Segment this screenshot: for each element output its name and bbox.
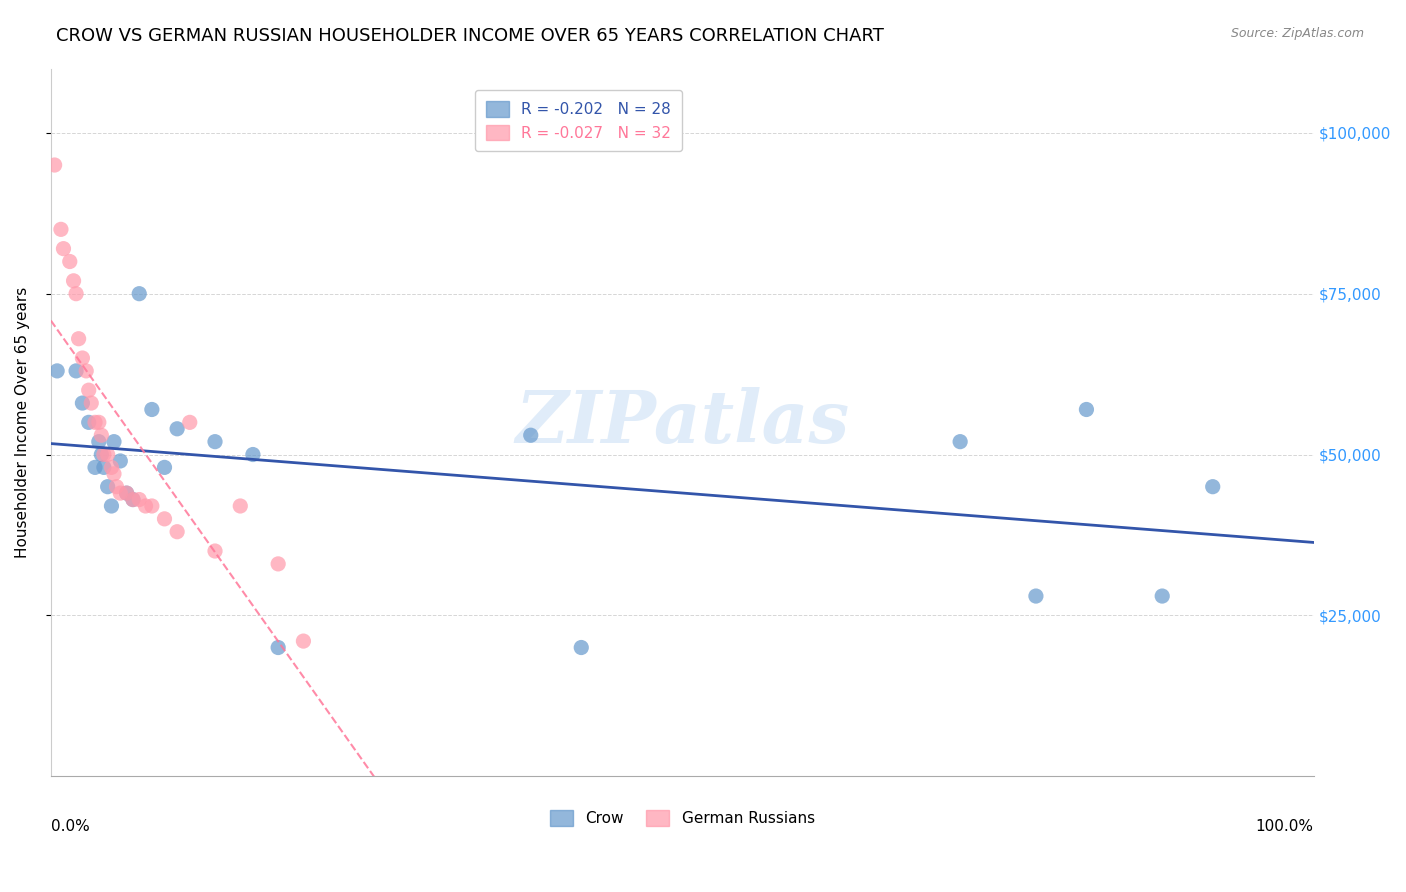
Point <box>52 242 75 256</box>
Point <box>229 499 252 513</box>
Y-axis label: Householder Income Over 65 years: Householder Income Over 65 years <box>15 286 30 558</box>
Point <box>90 448 112 462</box>
Point <box>135 499 157 513</box>
Point <box>141 499 163 513</box>
Point <box>292 634 315 648</box>
Text: ZIPatlas: ZIPatlas <box>515 387 849 458</box>
Point <box>46 364 69 378</box>
Point <box>49 222 72 236</box>
Point <box>1152 589 1174 603</box>
Point <box>90 428 112 442</box>
Point <box>84 415 107 429</box>
Point <box>267 557 290 571</box>
Point <box>100 460 122 475</box>
Point <box>267 640 290 655</box>
Point <box>110 486 132 500</box>
Point <box>128 492 150 507</box>
Point <box>103 434 125 449</box>
Point <box>72 396 94 410</box>
Point <box>153 460 176 475</box>
Point <box>1076 402 1098 417</box>
Point <box>242 448 264 462</box>
Point <box>122 492 145 507</box>
Point <box>77 415 100 429</box>
Point <box>97 448 120 462</box>
Point <box>87 415 110 429</box>
Legend: Crow, German Russians: Crow, German Russians <box>544 804 821 832</box>
Point <box>128 286 150 301</box>
Point <box>87 434 110 449</box>
Point <box>110 454 132 468</box>
Point <box>80 396 103 410</box>
Point <box>122 492 145 507</box>
Point <box>153 512 176 526</box>
Point <box>72 351 94 365</box>
Point <box>141 402 163 417</box>
Text: CROW VS GERMAN RUSSIAN HOUSEHOLDER INCOME OVER 65 YEARS CORRELATION CHART: CROW VS GERMAN RUSSIAN HOUSEHOLDER INCOM… <box>56 27 884 45</box>
Point <box>65 286 87 301</box>
Point <box>75 364 97 378</box>
Text: 0.0%: 0.0% <box>51 819 90 834</box>
Point <box>204 544 226 558</box>
Point <box>569 640 592 655</box>
Point <box>65 364 87 378</box>
Point <box>204 434 226 449</box>
Point <box>100 499 122 513</box>
Point <box>44 158 66 172</box>
Point <box>949 434 972 449</box>
Point <box>67 332 90 346</box>
Point <box>179 415 201 429</box>
Point <box>166 422 188 436</box>
Point <box>1025 589 1047 603</box>
Point <box>166 524 188 539</box>
Point <box>105 480 128 494</box>
Text: 100.0%: 100.0% <box>1256 819 1313 834</box>
Point <box>77 383 100 397</box>
Point <box>93 448 115 462</box>
Point <box>519 428 541 442</box>
Text: Source: ZipAtlas.com: Source: ZipAtlas.com <box>1230 27 1364 40</box>
Point <box>115 486 138 500</box>
Point <box>93 460 115 475</box>
Point <box>59 254 82 268</box>
Point <box>62 274 84 288</box>
Point <box>103 467 125 481</box>
Point <box>115 486 138 500</box>
Point <box>84 460 107 475</box>
Point <box>97 480 120 494</box>
Point <box>1202 480 1225 494</box>
